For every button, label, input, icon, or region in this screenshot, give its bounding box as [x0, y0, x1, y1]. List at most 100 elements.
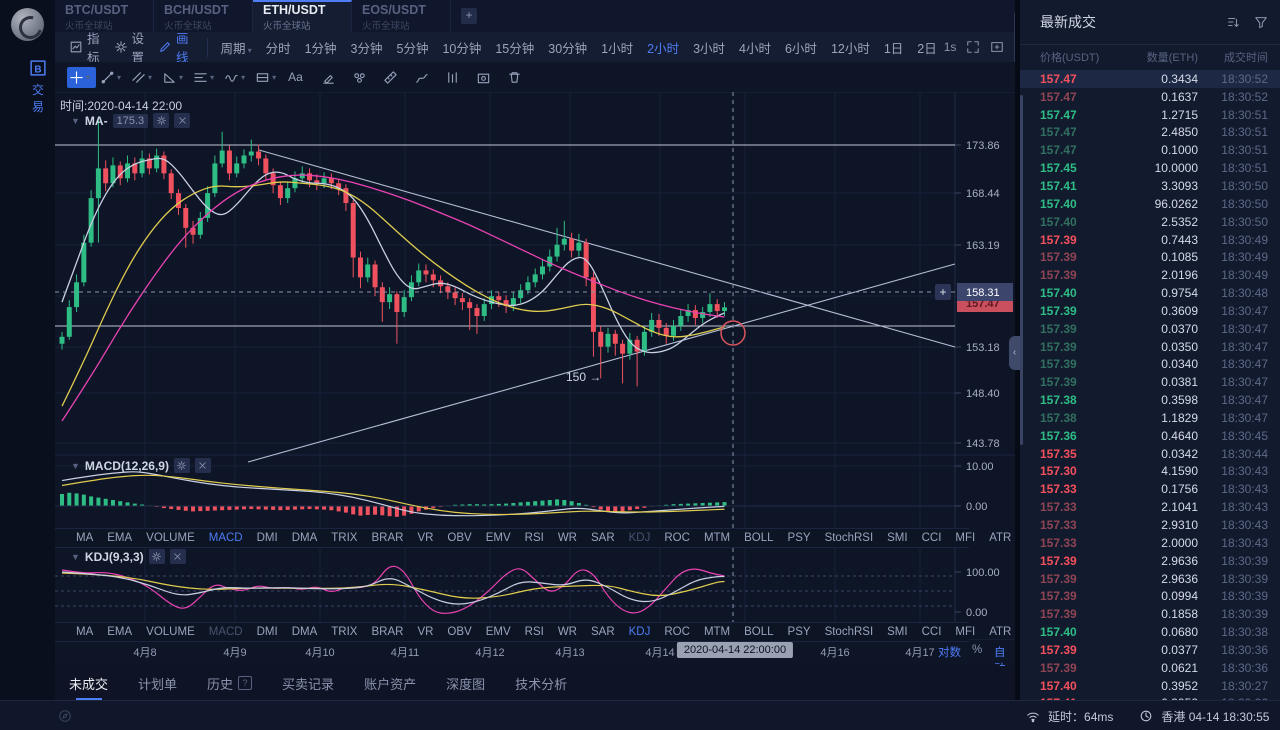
indicator-tab-vr[interactable]: VR	[417, 626, 434, 638]
indicator-tab-dma[interactable]: DMA	[291, 532, 318, 544]
kdj-settings-icon[interactable]	[148, 549, 165, 564]
period-2日[interactable]: 2日	[917, 41, 937, 56]
trade-row[interactable]: 157.47 1.2715 18:30:51	[1020, 106, 1280, 124]
trade-row[interactable]: 157.40 0.0680 18:30:38	[1020, 623, 1280, 641]
axis-mode-%[interactable]: %	[972, 644, 983, 656]
filter-icon[interactable]	[1254, 15, 1268, 30]
indicator-tab-smi[interactable]: SMI	[887, 626, 908, 638]
indicator-tab-roc[interactable]: ROC	[664, 532, 690, 544]
indicator-tab-ma[interactable]: MA	[76, 626, 94, 638]
indicator-tab-emv[interactable]: EMV	[485, 532, 511, 544]
pair-tab-btc-usdt[interactable]: BTC/USDT 火币全球站	[55, 0, 154, 32]
indicator-tab-boll[interactable]: BOLL	[744, 532, 774, 544]
indicator-tab-macd[interactable]: MACD	[208, 626, 243, 638]
chevron-down-icon[interactable]: ▾	[210, 72, 215, 82]
resolution-label[interactable]: 1s	[943, 40, 957, 54]
indicator-button[interactable]: 指标	[69, 28, 100, 66]
trade-row[interactable]: 157.40 0.9754 18:30:48	[1020, 284, 1280, 302]
indicator-tab-cci[interactable]: CCI	[921, 532, 942, 544]
bottom-tab-账户资产[interactable]: 账户资产	[364, 674, 416, 693]
indicator-tab-macd[interactable]: MACD	[208, 532, 243, 544]
wave-tool[interactable]: ▾	[222, 67, 251, 88]
period-2小时[interactable]: 2小时	[647, 41, 680, 56]
trades-list[interactable]: 157.47 0.3434 18:30:52 157.47 0.1637 18:30:52…	[1020, 70, 1280, 700]
fullscreen-icon[interactable]	[966, 40, 980, 55]
period-周期[interactable]: 周期 ▾	[220, 41, 252, 56]
indicator-tab-dmi[interactable]: DMI	[256, 626, 278, 638]
chevron-down-icon[interactable]: ▾	[148, 72, 153, 82]
trade-row[interactable]: 157.47 0.3434 18:30:52	[1020, 70, 1280, 88]
bottom-tab-深度图[interactable]: 深度图	[446, 674, 485, 693]
trade-row[interactable]: 157.47 0.1637 18:30:52	[1020, 88, 1280, 106]
indicator-tab-mtm[interactable]: MTM	[703, 532, 731, 544]
indicator-tab-ema[interactable]: EMA	[107, 532, 133, 544]
indicator-tab-sar[interactable]: SAR	[590, 532, 615, 544]
chevron-down-icon[interactable]: ▾	[117, 72, 122, 82]
trade-row[interactable]: 157.39 2.9636 18:30:39	[1020, 552, 1280, 570]
indicator-tab-mfi[interactable]: MFI	[955, 626, 976, 638]
sidebar-item-trade[interactable]: B 交易	[28, 58, 48, 143]
indicator-tab-rsi[interactable]: RSI	[524, 532, 544, 544]
trade-row[interactable]: 157.36 0.4640 18:30:45	[1020, 427, 1280, 445]
indicator-tab-sar[interactable]: SAR	[590, 626, 615, 638]
indicator-tab-boll[interactable]: BOLL	[744, 626, 774, 638]
indicator-tab-cci[interactable]: CCI	[921, 626, 942, 638]
indicator-tab-atr[interactable]: ATR	[989, 626, 1012, 638]
sort-icon[interactable]	[1226, 15, 1240, 30]
trade-row[interactable]: 157.45 10.0000 18:30:51	[1020, 159, 1280, 177]
kdj-close-icon[interactable]	[169, 549, 186, 564]
channel-tool[interactable]: ▾	[129, 67, 158, 88]
pair-tab-eos-usdt[interactable]: EOS/USDT 火币全球站	[352, 0, 451, 32]
trade-row[interactable]: 157.39 0.3609 18:30:47	[1020, 302, 1280, 320]
trade-row[interactable]: 157.39 0.1085 18:30:49	[1020, 248, 1280, 266]
indicator-tab-atr[interactable]: ATR	[989, 532, 1012, 544]
indicator-tab-roc[interactable]: ROC	[664, 626, 690, 638]
indicator-tab-psy[interactable]: PSY	[787, 532, 811, 544]
macd-settings-icon[interactable]	[173, 458, 190, 473]
period-10分钟[interactable]: 10分钟	[442, 41, 482, 56]
huobi-logo-icon[interactable]	[11, 8, 44, 41]
chevron-down-icon[interactable]: ▼	[71, 460, 80, 471]
indicator-tab-ema[interactable]: EMA	[107, 626, 133, 638]
trade-row[interactable]: 157.35 0.0342 18:30:44	[1020, 445, 1280, 463]
indicator-tab-mtm[interactable]: MTM	[703, 626, 731, 638]
trend-line-tool[interactable]: ▾	[98, 67, 127, 88]
trade-row[interactable]: 157.39 0.0621 18:30:36	[1020, 659, 1280, 677]
trade-row[interactable]: 157.39 0.0994 18:30:39	[1020, 587, 1280, 605]
indicator-tab-volume[interactable]: VOLUME	[146, 626, 195, 638]
period-分时[interactable]: 分时	[265, 41, 291, 56]
indicator-tab-stochrsi[interactable]: StochRSI	[824, 532, 874, 544]
chevron-down-icon[interactable]: ▼	[71, 115, 80, 126]
indicator-tab-wr[interactable]: WR	[557, 532, 577, 544]
indicator-tab-smi[interactable]: SMI	[887, 532, 908, 544]
trade-row[interactable]: 157.47 0.1000 18:30:51	[1020, 141, 1280, 159]
ma-close-icon[interactable]	[174, 113, 191, 128]
period-15分钟[interactable]: 15分钟	[495, 41, 535, 56]
indicator-tab-obv[interactable]: OBV	[447, 626, 472, 638]
trade-row[interactable]: 157.39 0.0377 18:30:36	[1020, 641, 1280, 659]
brush-tool[interactable]	[350, 67, 369, 88]
ma-settings-icon[interactable]	[153, 113, 170, 128]
horizontal-lines-tool[interactable]: ▾	[191, 67, 220, 88]
bottom-tab-历史[interactable]: 历史?	[207, 674, 253, 693]
period-3小时[interactable]: 3小时	[693, 41, 726, 56]
period-5分钟[interactable]: 5分钟	[396, 41, 429, 56]
candlestick-chart[interactable]: 173.86 168.44 163.19 153.18 148.40 143.78 10.0…	[55, 92, 1015, 640]
trade-row[interactable]: 157.39 0.0381 18:30:47	[1020, 373, 1280, 391]
indicator-tab-brar[interactable]: BRAR	[371, 532, 404, 544]
indicator-tab-kdj[interactable]: KDJ	[628, 532, 651, 544]
marker-tool[interactable]	[412, 67, 431, 88]
indicator-tab-ma[interactable]: MA	[76, 532, 94, 544]
period-1日[interactable]: 1日	[883, 41, 904, 56]
trade-row[interactable]: 157.30 4.1590 18:30:43	[1020, 463, 1280, 481]
indicator-tab-vr[interactable]: VR	[417, 532, 434, 544]
draw-button[interactable]: 画线	[158, 28, 189, 66]
bottom-tab-未成交[interactable]: 未成交	[69, 674, 108, 693]
indicator-tab-emv[interactable]: EMV	[485, 626, 511, 638]
indicator-tab-kdj[interactable]: KDJ	[628, 626, 651, 638]
trades-scrollbar[interactable]	[1020, 95, 1023, 445]
indicator-tab-volume[interactable]: VOLUME	[146, 532, 195, 544]
indicator-tab-mfi[interactable]: MFI	[955, 532, 976, 544]
trade-row[interactable]: 157.39 2.9636 18:30:39	[1020, 570, 1280, 588]
